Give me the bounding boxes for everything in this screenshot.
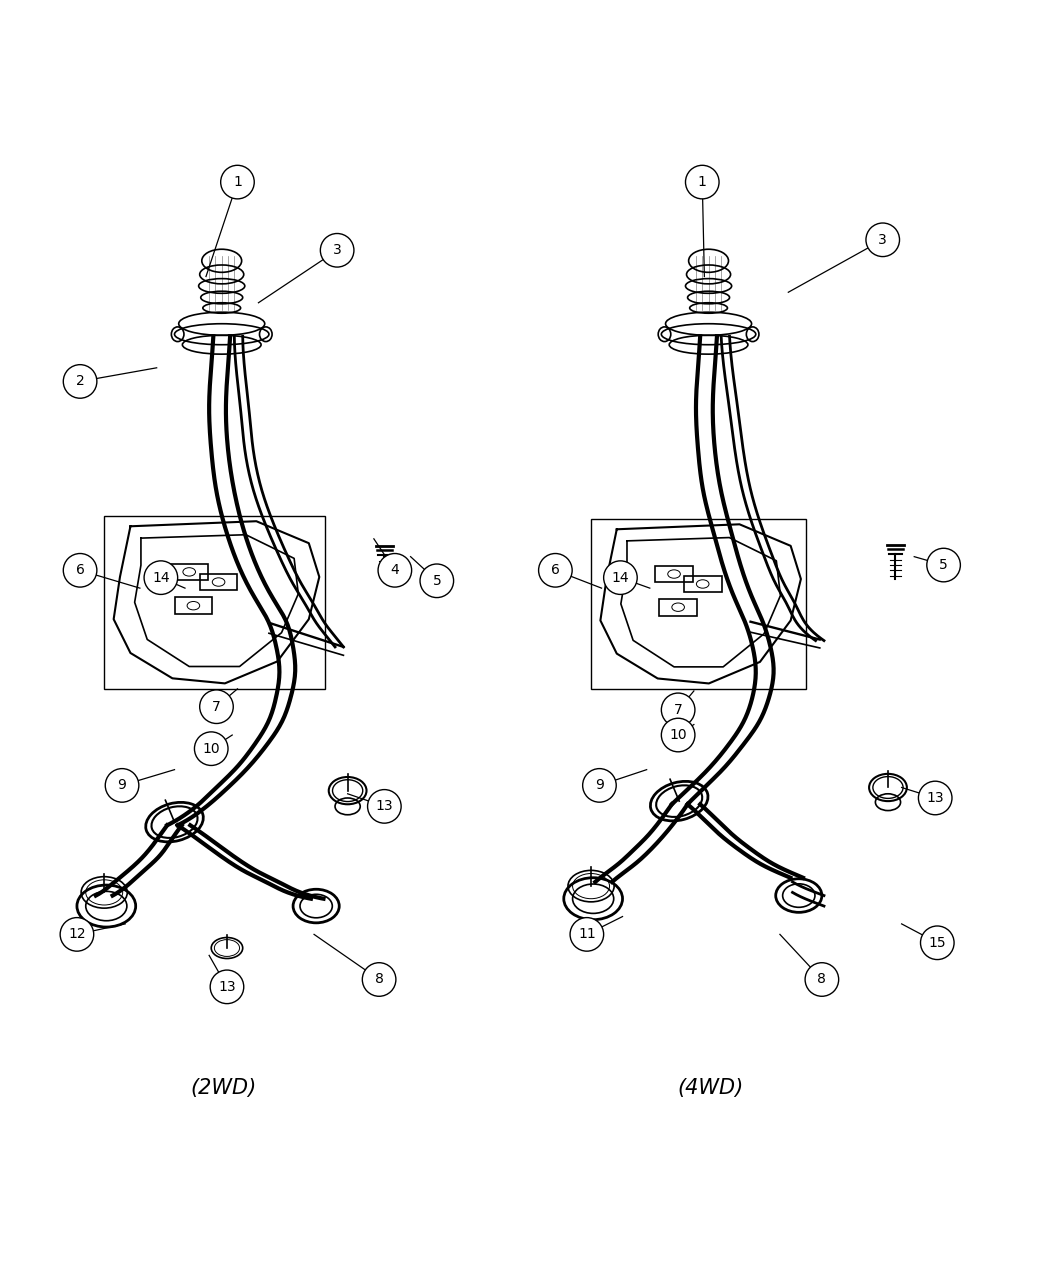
Circle shape bbox=[866, 223, 899, 257]
Text: 13: 13 bbox=[927, 790, 944, 805]
Text: 14: 14 bbox=[611, 571, 629, 585]
Text: 1: 1 bbox=[697, 175, 707, 189]
Bar bbox=[175, 598, 213, 614]
Circle shape bbox=[920, 926, 954, 959]
Circle shape bbox=[144, 561, 178, 594]
Circle shape bbox=[321, 234, 353, 267]
Text: 1: 1 bbox=[234, 175, 242, 189]
Circle shape bbox=[420, 564, 453, 598]
Text: 3: 3 bbox=[878, 232, 887, 246]
Circle shape bbox=[60, 918, 94, 951]
Circle shape bbox=[362, 963, 396, 996]
Circle shape bbox=[662, 718, 695, 752]
Circle shape bbox=[583, 769, 616, 802]
Text: 14: 14 bbox=[153, 571, 169, 585]
Text: 6: 6 bbox=[551, 563, 560, 577]
Text: 9: 9 bbox=[118, 779, 126, 793]
Circle shape bbox=[221, 165, 255, 199]
Circle shape bbox=[927, 548, 960, 582]
Text: 10: 10 bbox=[202, 742, 220, 756]
Bar bbox=[200, 573, 238, 590]
Circle shape bbox=[805, 963, 838, 996]
Circle shape bbox=[686, 165, 720, 199]
Text: 6: 6 bbox=[76, 563, 84, 577]
Circle shape bbox=[195, 732, 228, 765]
Circle shape bbox=[105, 769, 139, 802]
Text: 8: 8 bbox=[817, 973, 826, 987]
Bar bbox=[104, 516, 325, 688]
Circle shape bbox=[378, 553, 411, 587]
Text: 2: 2 bbox=[76, 374, 84, 388]
Text: 8: 8 bbox=[375, 973, 384, 987]
Text: 12: 12 bbox=[68, 927, 86, 941]
Text: 13: 13 bbox=[218, 979, 236, 994]
Bar bbox=[591, 518, 806, 688]
Text: 9: 9 bbox=[595, 779, 604, 793]
Bar bbox=[170, 563, 208, 580]
Text: 13: 13 bbox=[376, 799, 393, 813]
Text: 15: 15 bbox=[929, 936, 946, 950]
Circle shape bbox=[367, 789, 401, 824]
Bar bbox=[660, 599, 697, 616]
Bar bbox=[684, 576, 722, 593]
Text: 11: 11 bbox=[578, 927, 595, 941]
Circle shape bbox=[200, 690, 234, 724]
Text: 5: 5 bbox=[432, 573, 441, 587]
Circle shape bbox=[604, 561, 638, 594]
Circle shape bbox=[662, 693, 695, 727]
Circle shape bbox=[918, 782, 952, 815]
Circle shape bbox=[63, 553, 97, 587]
Text: 3: 3 bbox=[332, 244, 342, 257]
Text: 5: 5 bbox=[939, 558, 948, 572]
Circle shape bbox=[539, 553, 572, 587]
Text: 4: 4 bbox=[390, 563, 399, 577]
Circle shape bbox=[210, 971, 244, 1004]
Text: (4WD): (4WD) bbox=[677, 1078, 744, 1097]
Circle shape bbox=[63, 365, 97, 398]
Text: (2WD): (2WD) bbox=[190, 1078, 257, 1097]
Bar bbox=[655, 566, 693, 582]
Text: 7: 7 bbox=[213, 700, 221, 714]
Circle shape bbox=[570, 918, 604, 951]
Text: 7: 7 bbox=[673, 702, 683, 716]
Text: 10: 10 bbox=[669, 728, 687, 742]
